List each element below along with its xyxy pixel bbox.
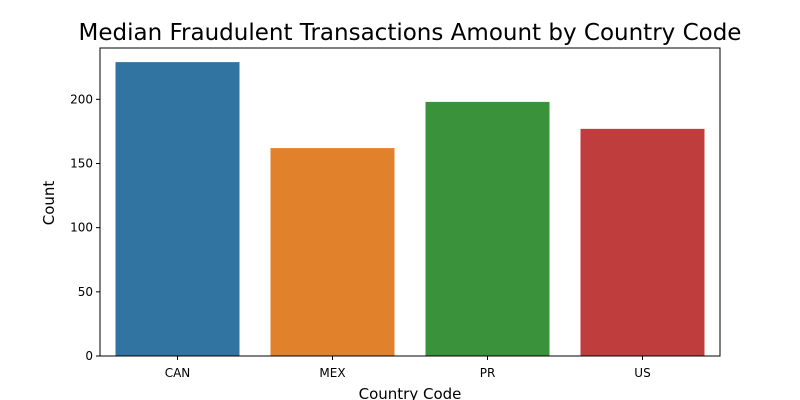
x-tick-label-pr: PR: [480, 366, 496, 380]
x-tick-label-can: CAN: [165, 366, 191, 380]
bar-can: [116, 62, 240, 356]
chart-title: Median Fraudulent Transactions Amount by…: [79, 20, 742, 46]
bars-group: [116, 62, 705, 356]
x-axis: CAN MEX PR US: [165, 356, 651, 380]
y-tick-label-100: 100: [70, 221, 93, 235]
bar-pr: [426, 102, 550, 356]
y-tick-label-150: 150: [70, 157, 93, 171]
y-tick-label-50: 50: [78, 285, 93, 299]
bar-us: [581, 129, 705, 356]
x-tick-label-us: US: [634, 366, 650, 380]
y-tick-label-0: 0: [85, 349, 93, 363]
x-tick-label-mex: MEX: [319, 366, 345, 380]
bar-mex: [271, 148, 395, 356]
y-axis: 0 50 100 150 200: [70, 92, 100, 363]
y-axis-label: Count: [40, 181, 58, 226]
x-axis-label: Country Code: [359, 385, 462, 400]
y-tick-label-200: 200: [70, 92, 93, 106]
